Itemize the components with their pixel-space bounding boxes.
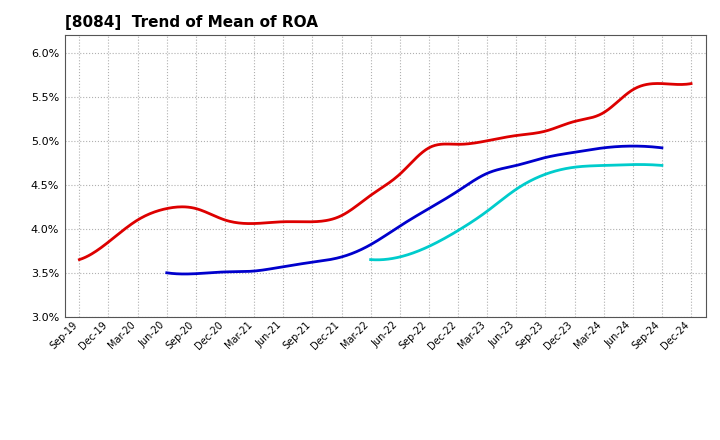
- Legend: 3 Years, 5 Years, 7 Years, 10 Years: 3 Years, 5 Years, 7 Years, 10 Years: [212, 435, 559, 440]
- Text: [8084]  Trend of Mean of ROA: [8084] Trend of Mean of ROA: [65, 15, 318, 30]
